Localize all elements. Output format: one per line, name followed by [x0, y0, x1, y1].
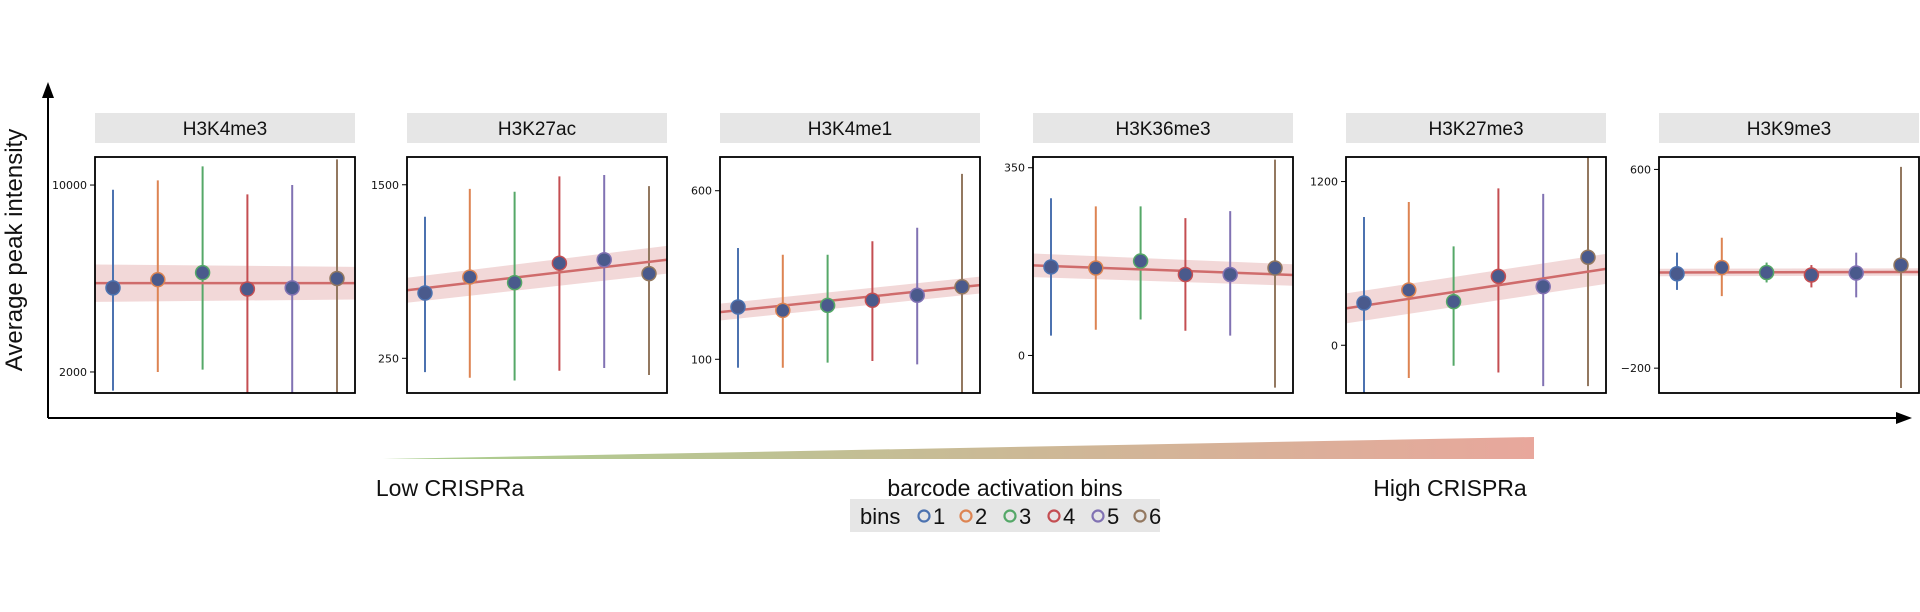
- data-point-bin-4: [552, 256, 566, 270]
- y-tick-label: −200: [1621, 362, 1651, 375]
- data-point-bin-4: [1804, 268, 1818, 282]
- legend-label-6: 6: [1149, 504, 1161, 529]
- data-point-bin-1: [1044, 260, 1058, 274]
- y-tick-label: 10000: [52, 179, 87, 192]
- panel-title: H3K4me1: [808, 119, 893, 140]
- high-crispra-label: High CRISPRa: [1373, 475, 1527, 501]
- panel-title: H3K27ac: [498, 119, 576, 140]
- data-point-bin-5: [285, 281, 299, 295]
- data-point-bin-3: [1760, 266, 1774, 280]
- data-point-bin-2: [1715, 261, 1729, 275]
- panels: H3K4me3200010000H3K27ac2501500H3K4me1100…: [52, 113, 1919, 393]
- panel-h3k4me3: H3K4me3 2000 10000: [52, 113, 355, 393]
- data-point-bin-4: [1491, 269, 1505, 283]
- data-point-bin-2: [1402, 283, 1416, 297]
- data-point-bin-2: [1089, 261, 1103, 275]
- outer-y-axis-arrowhead: [42, 82, 54, 98]
- y-tick-label: 600: [1630, 163, 1651, 176]
- y-tick-label: 1500: [371, 179, 399, 192]
- data-point-bin-6: [955, 280, 969, 294]
- y-axis-title: Average peak intensity: [1, 129, 28, 371]
- data-point-bin-5: [1849, 266, 1863, 280]
- panel-h3k4me1: H3K4me1 100 600: [691, 113, 980, 393]
- data-point-bin-1: [731, 300, 745, 314]
- data-point-bin-4: [865, 293, 879, 307]
- panel-title: H3K36me3: [1115, 119, 1210, 140]
- regression-line: [720, 285, 980, 312]
- data-point-bin-3: [1134, 254, 1148, 268]
- panel-title: H3K4me3: [183, 119, 268, 140]
- y-tick-label: 0: [1018, 349, 1025, 362]
- data-point-bin-1: [418, 286, 432, 300]
- panel-frame: [720, 157, 980, 393]
- data-point-bin-3: [196, 266, 210, 280]
- legend-label-2: 2: [975, 504, 987, 529]
- panel-h3k27ac: H3K27ac 250 1500: [371, 113, 667, 393]
- y-tick-label: 1200: [1310, 176, 1338, 189]
- y-tick-label: 100: [691, 353, 712, 366]
- panel-title: H3K27me3: [1428, 119, 1523, 140]
- data-point-bin-2: [776, 303, 790, 317]
- panel-title: H3K9me3: [1747, 119, 1832, 140]
- panel-h3k27me3: H3K27me3 0 1200: [1310, 113, 1606, 393]
- data-point-bin-3: [508, 276, 522, 290]
- data-point-bin-5: [597, 253, 611, 267]
- data-point-bin-1: [106, 281, 120, 295]
- legend-label-5: 5: [1107, 504, 1119, 529]
- data-point-bin-5: [910, 288, 924, 302]
- data-point-bin-6: [642, 267, 656, 281]
- y-tick-label: 350: [1004, 162, 1025, 175]
- data-point-bin-5: [1536, 280, 1550, 294]
- legend-label-4: 4: [1063, 504, 1075, 529]
- panel-h3k9me3: H3K9me3 −200 600: [1621, 113, 1919, 393]
- data-point-bin-2: [463, 270, 477, 284]
- data-point-bin-3: [1447, 295, 1461, 309]
- data-point-bin-3: [821, 298, 835, 312]
- data-point-bin-2: [151, 273, 165, 287]
- legend: bins 1 2 3 4 5 6: [850, 499, 1161, 532]
- legend-label-1: 1: [933, 504, 945, 529]
- panel-h3k36me3: H3K36me3 0 350: [1004, 113, 1293, 393]
- legend-label-3: 3: [1019, 504, 1031, 529]
- data-point-bin-4: [1178, 267, 1192, 281]
- y-tick-label: 0: [1331, 339, 1338, 352]
- x-axis-title: barcode activation bins: [887, 475, 1122, 501]
- y-tick-label: 2000: [59, 366, 87, 379]
- data-point-bin-6: [1581, 250, 1595, 264]
- data-point-bin-6: [1894, 258, 1908, 272]
- data-point-bin-1: [1357, 296, 1371, 310]
- y-tick-label: 600: [691, 185, 712, 198]
- legend-title: bins: [860, 504, 900, 529]
- y-tick-label: 250: [378, 352, 399, 365]
- data-point-bin-6: [1268, 261, 1282, 275]
- activation-gradient: [383, 437, 1534, 459]
- outer-x-axis-arrowhead: [1896, 412, 1912, 424]
- data-point-bin-4: [240, 282, 254, 296]
- data-point-bin-1: [1670, 267, 1684, 281]
- low-crispra-label: Low CRISPRa: [376, 475, 524, 501]
- data-point-bin-5: [1223, 267, 1237, 281]
- data-point-bin-6: [330, 272, 344, 286]
